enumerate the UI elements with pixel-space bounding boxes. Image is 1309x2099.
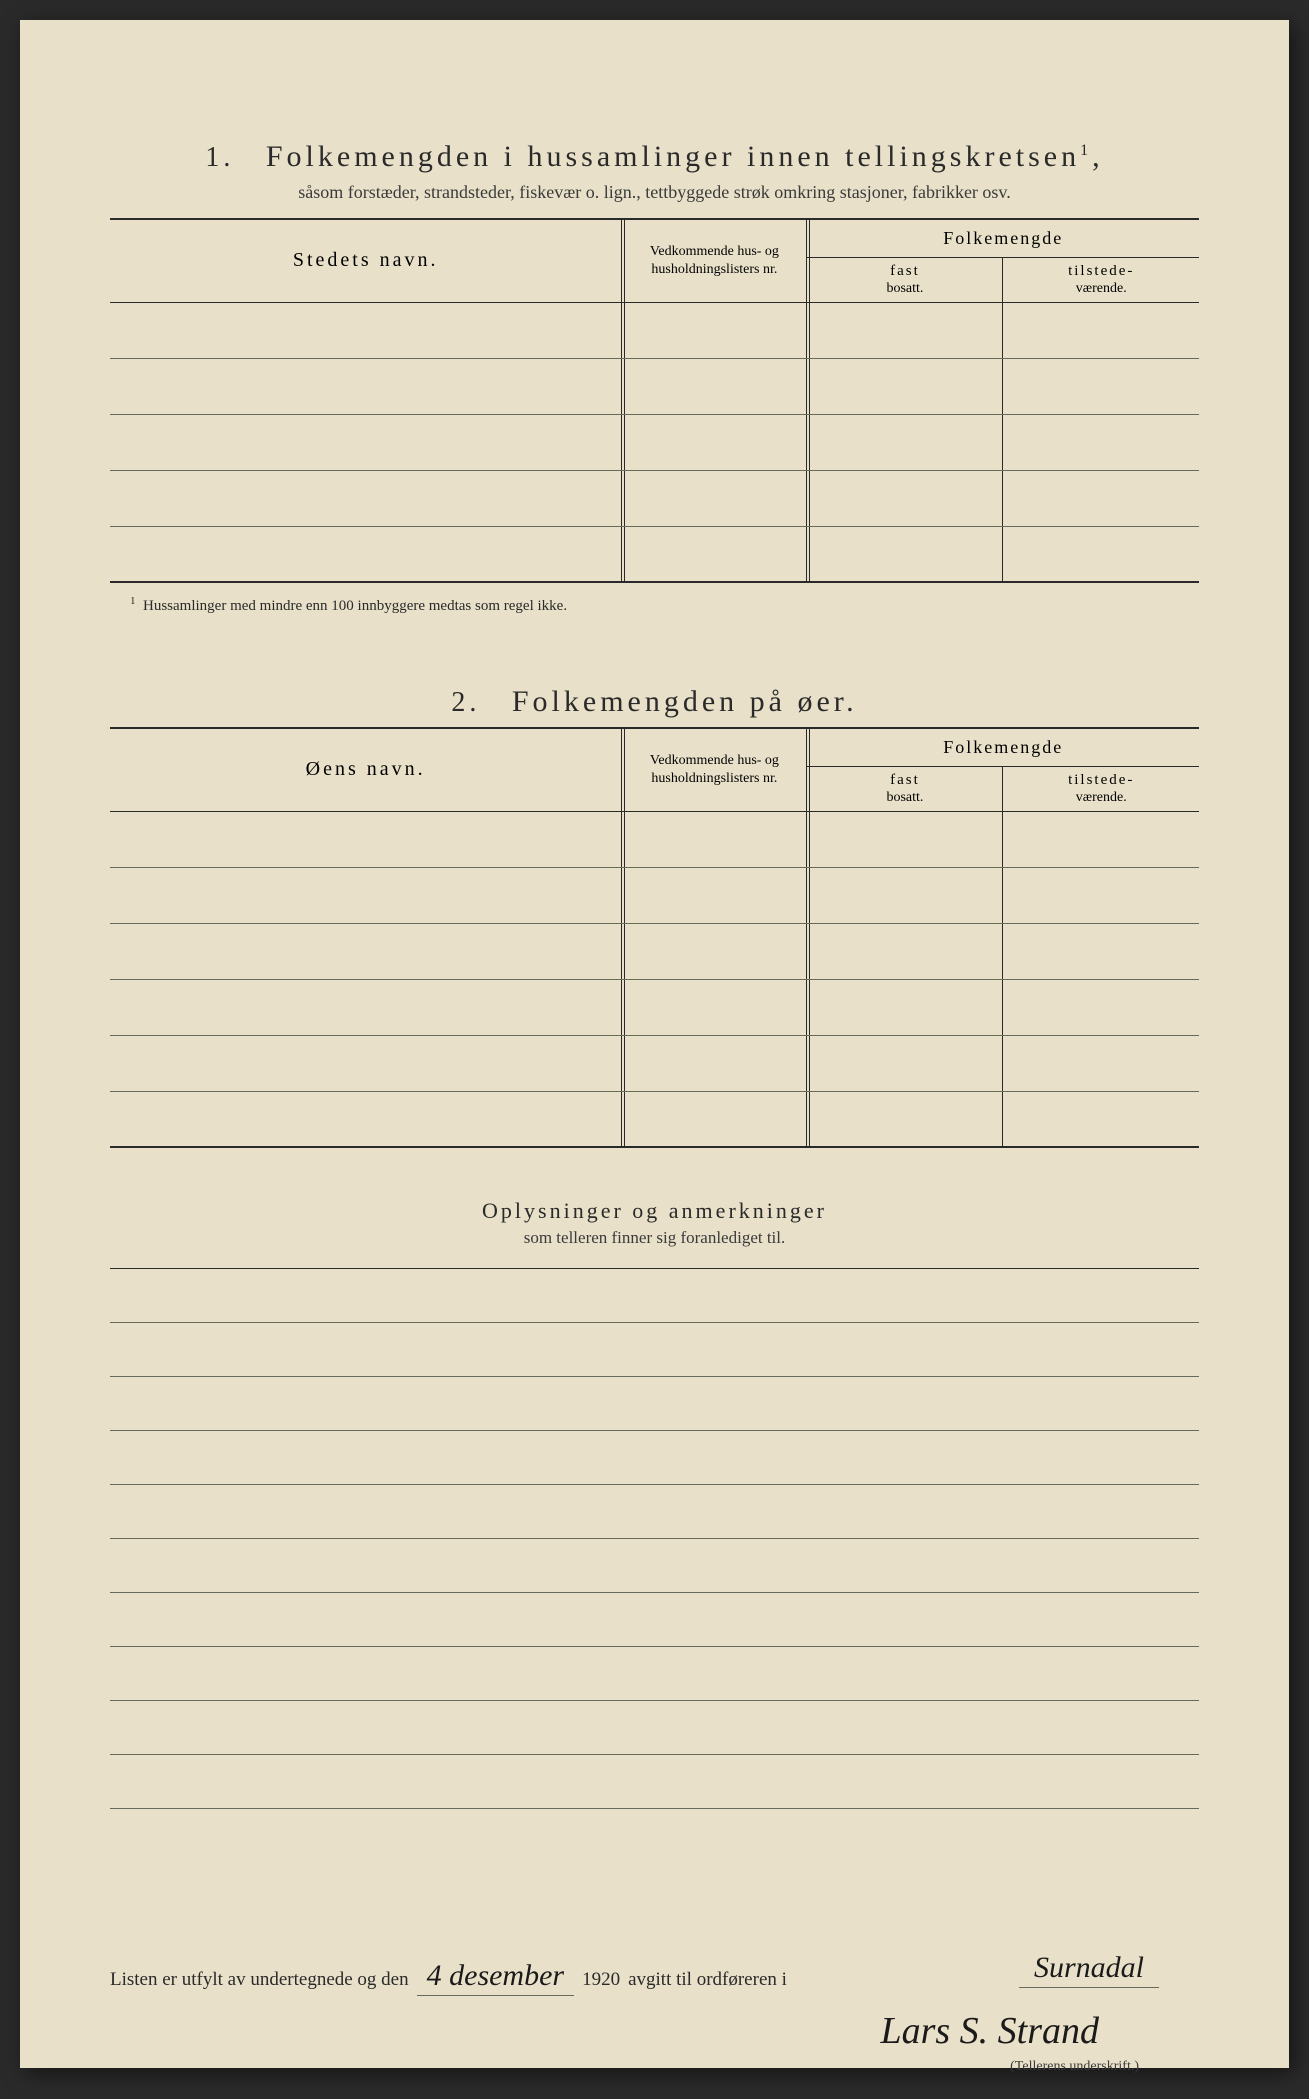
section2-tbody [110,811,1199,1147]
notes-line [110,1323,1199,1377]
section1-sup: 1 [1080,142,1092,159]
signature-block: Listen er utfylt av undertegnede og den … [110,1959,1199,2099]
sig-mid: avgitt til ordføreren i [628,1969,787,1991]
col-subheader-fast: fast bosatt. [807,767,1003,812]
table-row [110,414,1199,470]
section3-subtitle: som telleren finner sig foranlediget til… [110,1228,1199,1248]
notes-line [110,1755,1199,1809]
notes-line [110,1647,1199,1701]
table-row [110,1035,1199,1091]
sig-date-handwritten: 4 desember [417,1959,574,1996]
col-subheader-tilstede: tilstede- værende. [1003,258,1199,303]
notes-line [110,1269,1199,1323]
col-header-pop: Folkemengde [807,219,1199,258]
notes-area [110,1268,1199,1809]
signature-line: Listen er utfylt av undertegnede og den … [110,1959,1199,1996]
notes-line [110,1539,1199,1593]
table-row [110,979,1199,1035]
table-row [110,526,1199,582]
notes-line [110,1593,1199,1647]
section1-title-text: Folkemengden i hussamlinger innen tellin… [266,140,1080,173]
section1-title: 1. Folkemengden i hussamlinger innen tel… [110,140,1199,174]
table-row [110,923,1199,979]
col-header-pop: Folkemengde [807,728,1199,767]
table-row [110,358,1199,414]
sig-year: 1920 [582,1969,620,1991]
col-subheader-fast: fast bosatt. [807,258,1003,303]
table-row [110,811,1199,867]
sig-place-handwritten: Surnadal [1019,1951,1159,1988]
notes-line [110,1377,1199,1431]
section2-number: 2. [451,687,480,718]
notes-line [110,1485,1199,1539]
section1-footnote: 1 Hussamlinger med mindre enn 100 innbyg… [110,595,1199,615]
section1-number: 1. [205,142,234,173]
section1-table: Stedets navn. Vedkommende hus- og hushol… [110,218,1199,583]
table-row [110,1091,1199,1147]
section1-subtitle: såsom forstæder, strandsteder, fiskevær … [110,182,1199,203]
section2-table: Øens navn. Vedkommende hus- og husholdni… [110,727,1199,1148]
col-header-name: Øens navn. [110,728,622,811]
census-form-page: 1. Folkemengden i hussamlinger innen tel… [20,20,1289,2068]
section3-title: Oplysninger og anmerkninger [110,1198,1199,1224]
section2-title-text: Folkemengden på øer. [512,685,858,718]
col-header-lists: Vedkommende hus- og husholdningslisters … [622,219,807,302]
col-header-name: Stedets navn. [110,219,622,302]
sig-prefix: Listen er utfylt av undertegnede og den [110,1969,409,1991]
notes-line [110,1701,1199,1755]
col-subheader-tilstede: tilstede- værende. [1003,767,1199,812]
sig-name-handwritten: Lars S. Strand [880,2009,1099,2053]
col-header-lists: Vedkommende hus- og husholdningslisters … [622,728,807,811]
section2-title: 2. Folkemengden på øer. [110,685,1199,719]
table-header-row: Stedets navn. Vedkommende hus- og hushol… [110,219,1199,258]
table-row [110,302,1199,358]
table-header-row: Øens navn. Vedkommende hus- og husholdni… [110,728,1199,767]
notes-line [110,1431,1199,1485]
table-row [110,470,1199,526]
section1-tbody [110,302,1199,582]
sig-label: (Tellerens underskrift.) [1010,2059,1139,2075]
table-row [110,867,1199,923]
